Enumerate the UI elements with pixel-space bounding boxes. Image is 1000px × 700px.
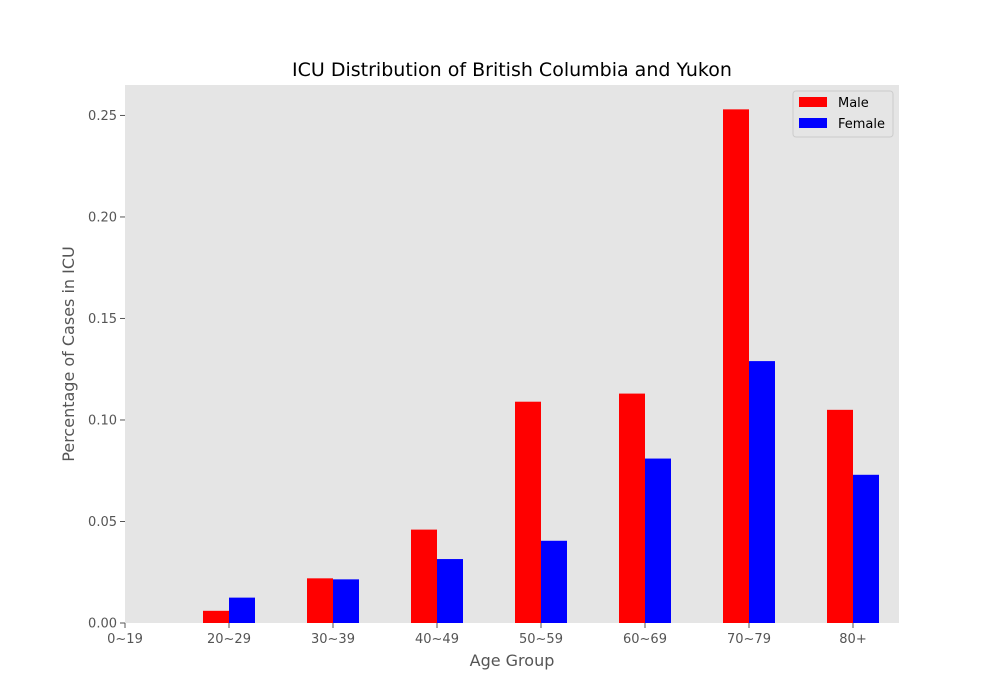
y-tick-label: 0.00 bbox=[88, 617, 117, 632]
legend: Male Female bbox=[792, 90, 894, 138]
x-tick-label: 80+ bbox=[839, 632, 866, 647]
x-tick-label: 30~39 bbox=[311, 632, 355, 647]
legend-swatch-female bbox=[799, 118, 827, 128]
legend-swatch-male bbox=[799, 97, 827, 107]
y-tick-label: 0.15 bbox=[88, 312, 117, 327]
bar-male-80+ bbox=[827, 409, 853, 623]
x-tick-label: 0~19 bbox=[107, 632, 143, 647]
y-axis-label: Percentage of Cases in ICU bbox=[59, 246, 78, 461]
bar-female-50~59 bbox=[541, 540, 567, 623]
bar-female-40~49 bbox=[437, 559, 463, 623]
y-tick-label: 0.20 bbox=[88, 210, 117, 225]
y-axis: 0.00 0.05 0.10 0.15 0.20 0.25 bbox=[88, 109, 125, 632]
bar-female-20~29 bbox=[229, 597, 255, 623]
bar-male-50~59 bbox=[515, 401, 541, 623]
legend-label-male: Male bbox=[838, 96, 869, 111]
bar-male-20~29 bbox=[203, 610, 229, 623]
x-axis: 0~19 20~29 30~39 40~49 50~59 60~69 70~79 80+ bbox=[107, 623, 867, 647]
x-tick-label: 70~79 bbox=[727, 632, 771, 647]
legend-label-female: Female bbox=[838, 117, 885, 132]
x-axis-label: Age Group bbox=[470, 651, 555, 670]
x-tick-label: 40~49 bbox=[415, 632, 459, 647]
y-tick-label: 0.25 bbox=[88, 109, 117, 124]
chart-title: ICU Distribution of British Columbia and… bbox=[292, 59, 732, 81]
x-tick-label: 50~59 bbox=[519, 632, 563, 647]
bar-female-80+ bbox=[853, 474, 879, 623]
bar-male-30~39 bbox=[307, 578, 333, 623]
bar-male-70~79 bbox=[723, 109, 749, 624]
bar-male-40~49 bbox=[411, 529, 437, 623]
bar-female-70~79 bbox=[749, 361, 775, 623]
x-tick-label: 60~69 bbox=[623, 632, 667, 647]
bar-female-30~39 bbox=[333, 579, 359, 623]
bars-group bbox=[203, 109, 879, 624]
y-tick-label: 0.10 bbox=[88, 413, 117, 428]
plot-area bbox=[125, 85, 899, 623]
x-tick-label: 20~29 bbox=[207, 632, 251, 647]
bar-male-60~69 bbox=[619, 393, 645, 623]
bar-female-60~69 bbox=[645, 458, 671, 623]
y-tick-label: 0.05 bbox=[88, 515, 117, 530]
